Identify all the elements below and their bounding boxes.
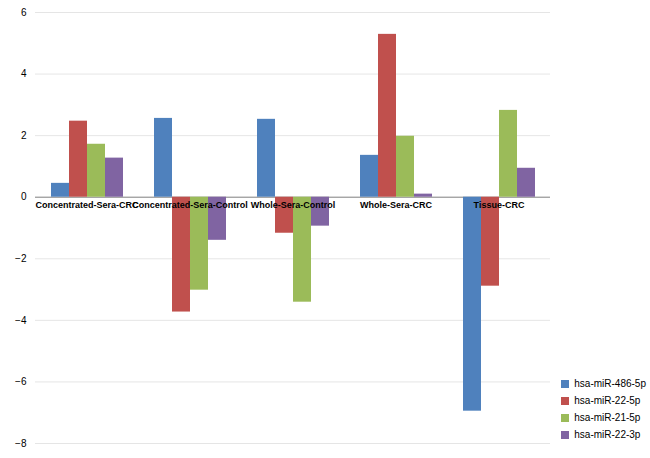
svg-text:−6: −6 [15, 376, 27, 387]
svg-text:−4: −4 [15, 315, 27, 326]
html-text:hsa-miR-22-3p: hsa-miR-22-3p [574, 429, 641, 440]
svg-text:Tissue-CRC: Tissue-CRC [474, 200, 525, 210]
svg-text:Whole-Sera-Control: Whole-Sera-Control [251, 200, 336, 210]
svg-text:Whole-Sera-CRC: Whole-Sera-CRC [360, 200, 433, 210]
svg-text:4: 4 [21, 68, 27, 79]
svg-text:−8: −8 [15, 438, 27, 449]
html-text:hsa-miR-22-5p: hsa-miR-22-5p [574, 395, 641, 406]
html-text:hsa-miR-21-5p: hsa-miR-21-5p [574, 412, 641, 423]
svg-text:Concentrated-Sera-Control: Concentrated-Sera-Control [132, 200, 248, 210]
svg-text:Concentrated-Sera-CRC: Concentrated-Sera-CRC [35, 200, 139, 210]
svg-text:0: 0 [21, 191, 27, 202]
html-text:hsa-miR-486-5p: hsa-miR-486-5p [574, 378, 646, 389]
svg-text:2: 2 [21, 130, 27, 141]
svg-text:6: 6 [21, 7, 27, 18]
svg-text:−2: −2 [15, 253, 27, 264]
